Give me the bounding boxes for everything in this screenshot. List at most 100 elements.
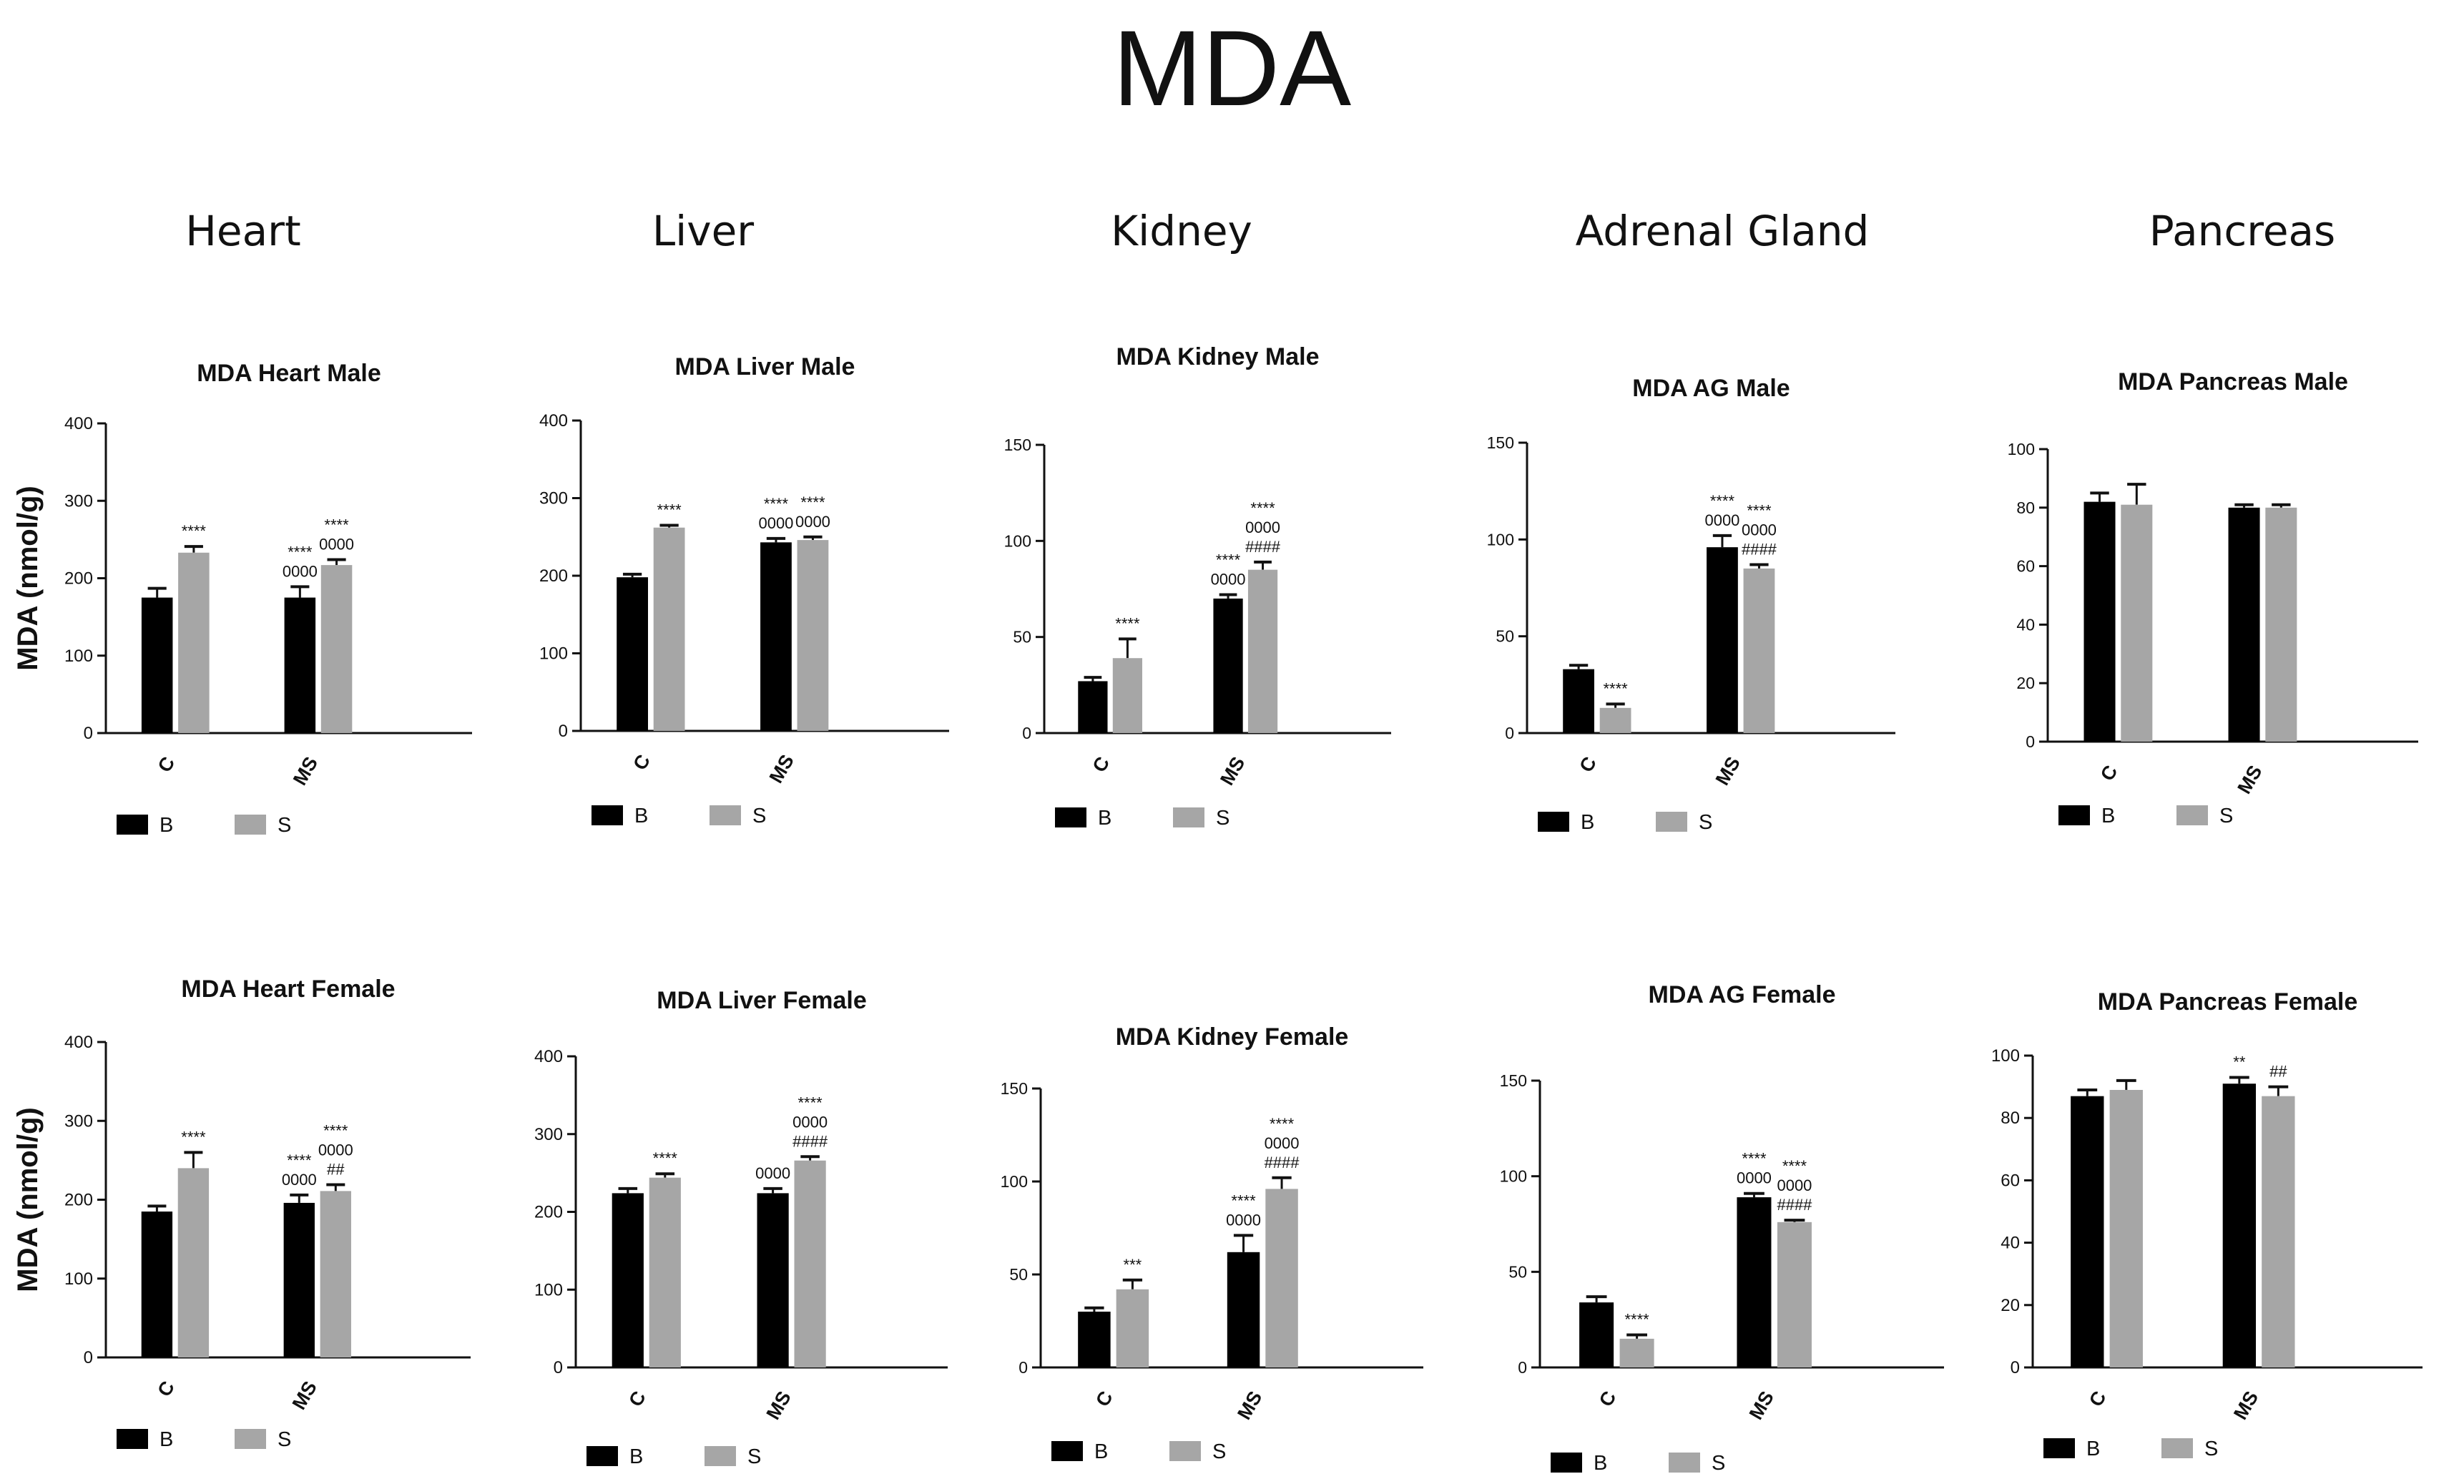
y-tick-label: 50	[1013, 628, 1031, 647]
x-tick-label-MS: MS	[1216, 753, 1249, 789]
legend-label-B: B	[634, 805, 648, 827]
chart-6: MDA Heart Female 0 100 200 300 400 MDA (nmol/g…	[12, 976, 471, 1451]
bar-S-MS	[1265, 1189, 1298, 1367]
y-tick-label: 50	[1496, 627, 1514, 646]
significance-label: **** 0000	[282, 1151, 317, 1189]
y-tick-label: 150	[1001, 1079, 1028, 1098]
significance-label: **** 0000 ####	[1777, 1157, 1812, 1214]
column-title-adrenal-gland: Adrenal Gland	[1575, 207, 1870, 255]
legend-label-B: B	[1581, 811, 1594, 834]
legend-swatch-B	[586, 1446, 618, 1466]
bar-S-C	[1599, 707, 1631, 733]
bar-S-C	[178, 552, 210, 733]
y-tick-label: 100	[1487, 530, 1514, 549]
legend-swatch-B	[592, 805, 623, 825]
bar-S-MS	[1777, 1222, 1812, 1367]
y-tick-label: 0	[554, 1358, 563, 1377]
legend-label-B: B	[1098, 807, 1111, 830]
legend-swatch-B	[1051, 1441, 1083, 1461]
y-tick-label: 300	[64, 491, 93, 511]
chart-title: MDA Heart Female	[181, 976, 395, 1003]
y-tick-label: 40	[2001, 1234, 2020, 1253]
chart-3: MDA Kidney Male 0 50 100 150 **** C **** 0000***…	[1004, 343, 1391, 830]
significance-label: **** 0000 ####	[1265, 1115, 1300, 1171]
bar-S-C	[2109, 1089, 2143, 1367]
chart-title: MDA AG Female	[1649, 981, 1836, 1008]
y-tick-label: 400	[64, 1033, 93, 1052]
legend-label-B: B	[629, 1445, 643, 1468]
main-title: MDA	[1112, 8, 1352, 128]
significance-label: **** 0000	[1737, 1150, 1772, 1187]
legend-swatch-S	[1169, 1441, 1201, 1461]
x-tick-label-C: C	[624, 1387, 650, 1410]
significance-label: ****	[1603, 679, 1628, 697]
significance-label: ****	[1115, 614, 1140, 632]
bar-B-C	[141, 1212, 173, 1357]
y-axis-label: MDA (nmol/g)	[12, 1107, 44, 1292]
bar-B-C	[1078, 1312, 1111, 1367]
y-tick-label: 200	[64, 1191, 93, 1210]
bar-S-C	[1112, 658, 1143, 733]
y-tick-label: 0	[2011, 1358, 2020, 1377]
y-tick-label: 100	[1500, 1167, 1527, 1186]
bar-B-C	[1078, 681, 1108, 733]
bar-B-C	[2083, 501, 2116, 742]
significance-label: **	[2233, 1053, 2246, 1071]
x-tick-label-MS: MS	[1233, 1387, 1266, 1423]
y-tick-label: 200	[539, 566, 568, 586]
bar-B-C	[141, 597, 173, 733]
y-tick-label: 0	[1022, 724, 1031, 742]
bar-S-MS	[2265, 507, 2297, 742]
y-tick-label: 100	[1004, 531, 1031, 550]
bar-S-MS	[794, 1160, 826, 1367]
y-tick-label: 100	[64, 1269, 93, 1289]
chart-title: MDA Pancreas Male	[2118, 368, 2348, 395]
y-tick-label: 100	[534, 1280, 563, 1299]
significance-label: **** 0000 ####	[1742, 502, 1777, 559]
bar-B-MS	[2228, 507, 2260, 742]
legend-swatch-S	[235, 1429, 266, 1449]
chart-title: MDA Liver Female	[657, 987, 867, 1014]
y-tick-label: 400	[64, 414, 93, 433]
legend-label-S: S	[1212, 1440, 1226, 1463]
legend-swatch-S	[705, 1446, 736, 1466]
y-tick-label: 80	[2016, 498, 2035, 517]
legend-label-B: B	[2101, 805, 2115, 827]
legend-swatch-S	[2176, 805, 2208, 825]
legend-swatch-S	[1669, 1453, 1700, 1473]
y-tick-label: 40	[2016, 615, 2035, 634]
legend-label-S: S	[752, 805, 766, 827]
legend-label-B: B	[1594, 1452, 1607, 1475]
legend-label-S: S	[2204, 1438, 2218, 1460]
bar-S-MS	[320, 565, 353, 733]
chart-title: MDA Liver Male	[675, 353, 855, 380]
legend-swatch-B	[1055, 807, 1086, 827]
legend-swatch-B	[1551, 1453, 1582, 1473]
column-title-pancreas: Pancreas	[2149, 207, 2336, 255]
chart-title: MDA Kidney Female	[1116, 1023, 1349, 1051]
legend-swatch-B	[117, 815, 148, 835]
legend-label-B: B	[159, 1428, 173, 1451]
y-tick-label: 100	[1991, 1046, 2020, 1066]
y-tick-label: 60	[2016, 557, 2035, 576]
x-tick-label-C: C	[1091, 1387, 1117, 1410]
bar-S-C	[1619, 1338, 1654, 1367]
bar-S-C	[1116, 1289, 1149, 1367]
legend-swatch-S	[1173, 807, 1204, 827]
y-tick-label: 200	[534, 1203, 563, 1222]
significance-label: 0000	[755, 1164, 790, 1182]
significance-label: **** 0000	[758, 495, 793, 532]
y-tick-label: 400	[534, 1047, 563, 1066]
y-tick-label: 60	[2001, 1171, 2020, 1190]
legend-swatch-B	[117, 1429, 148, 1449]
x-tick-label-C: C	[2096, 762, 2122, 785]
legend-label-S: S	[1699, 811, 1712, 834]
column-title-kidney: Kidney	[1111, 207, 1252, 255]
y-tick-label: 100	[1001, 1172, 1028, 1191]
bar-S-C	[649, 1177, 681, 1367]
chart-8: MDA Kidney Female 0 50 100 150 *** C **** 0000**…	[1001, 1023, 1423, 1463]
chart-2: MDA Liver Male 0 100 200 300 400 **** C **** 0000…	[539, 353, 949, 827]
